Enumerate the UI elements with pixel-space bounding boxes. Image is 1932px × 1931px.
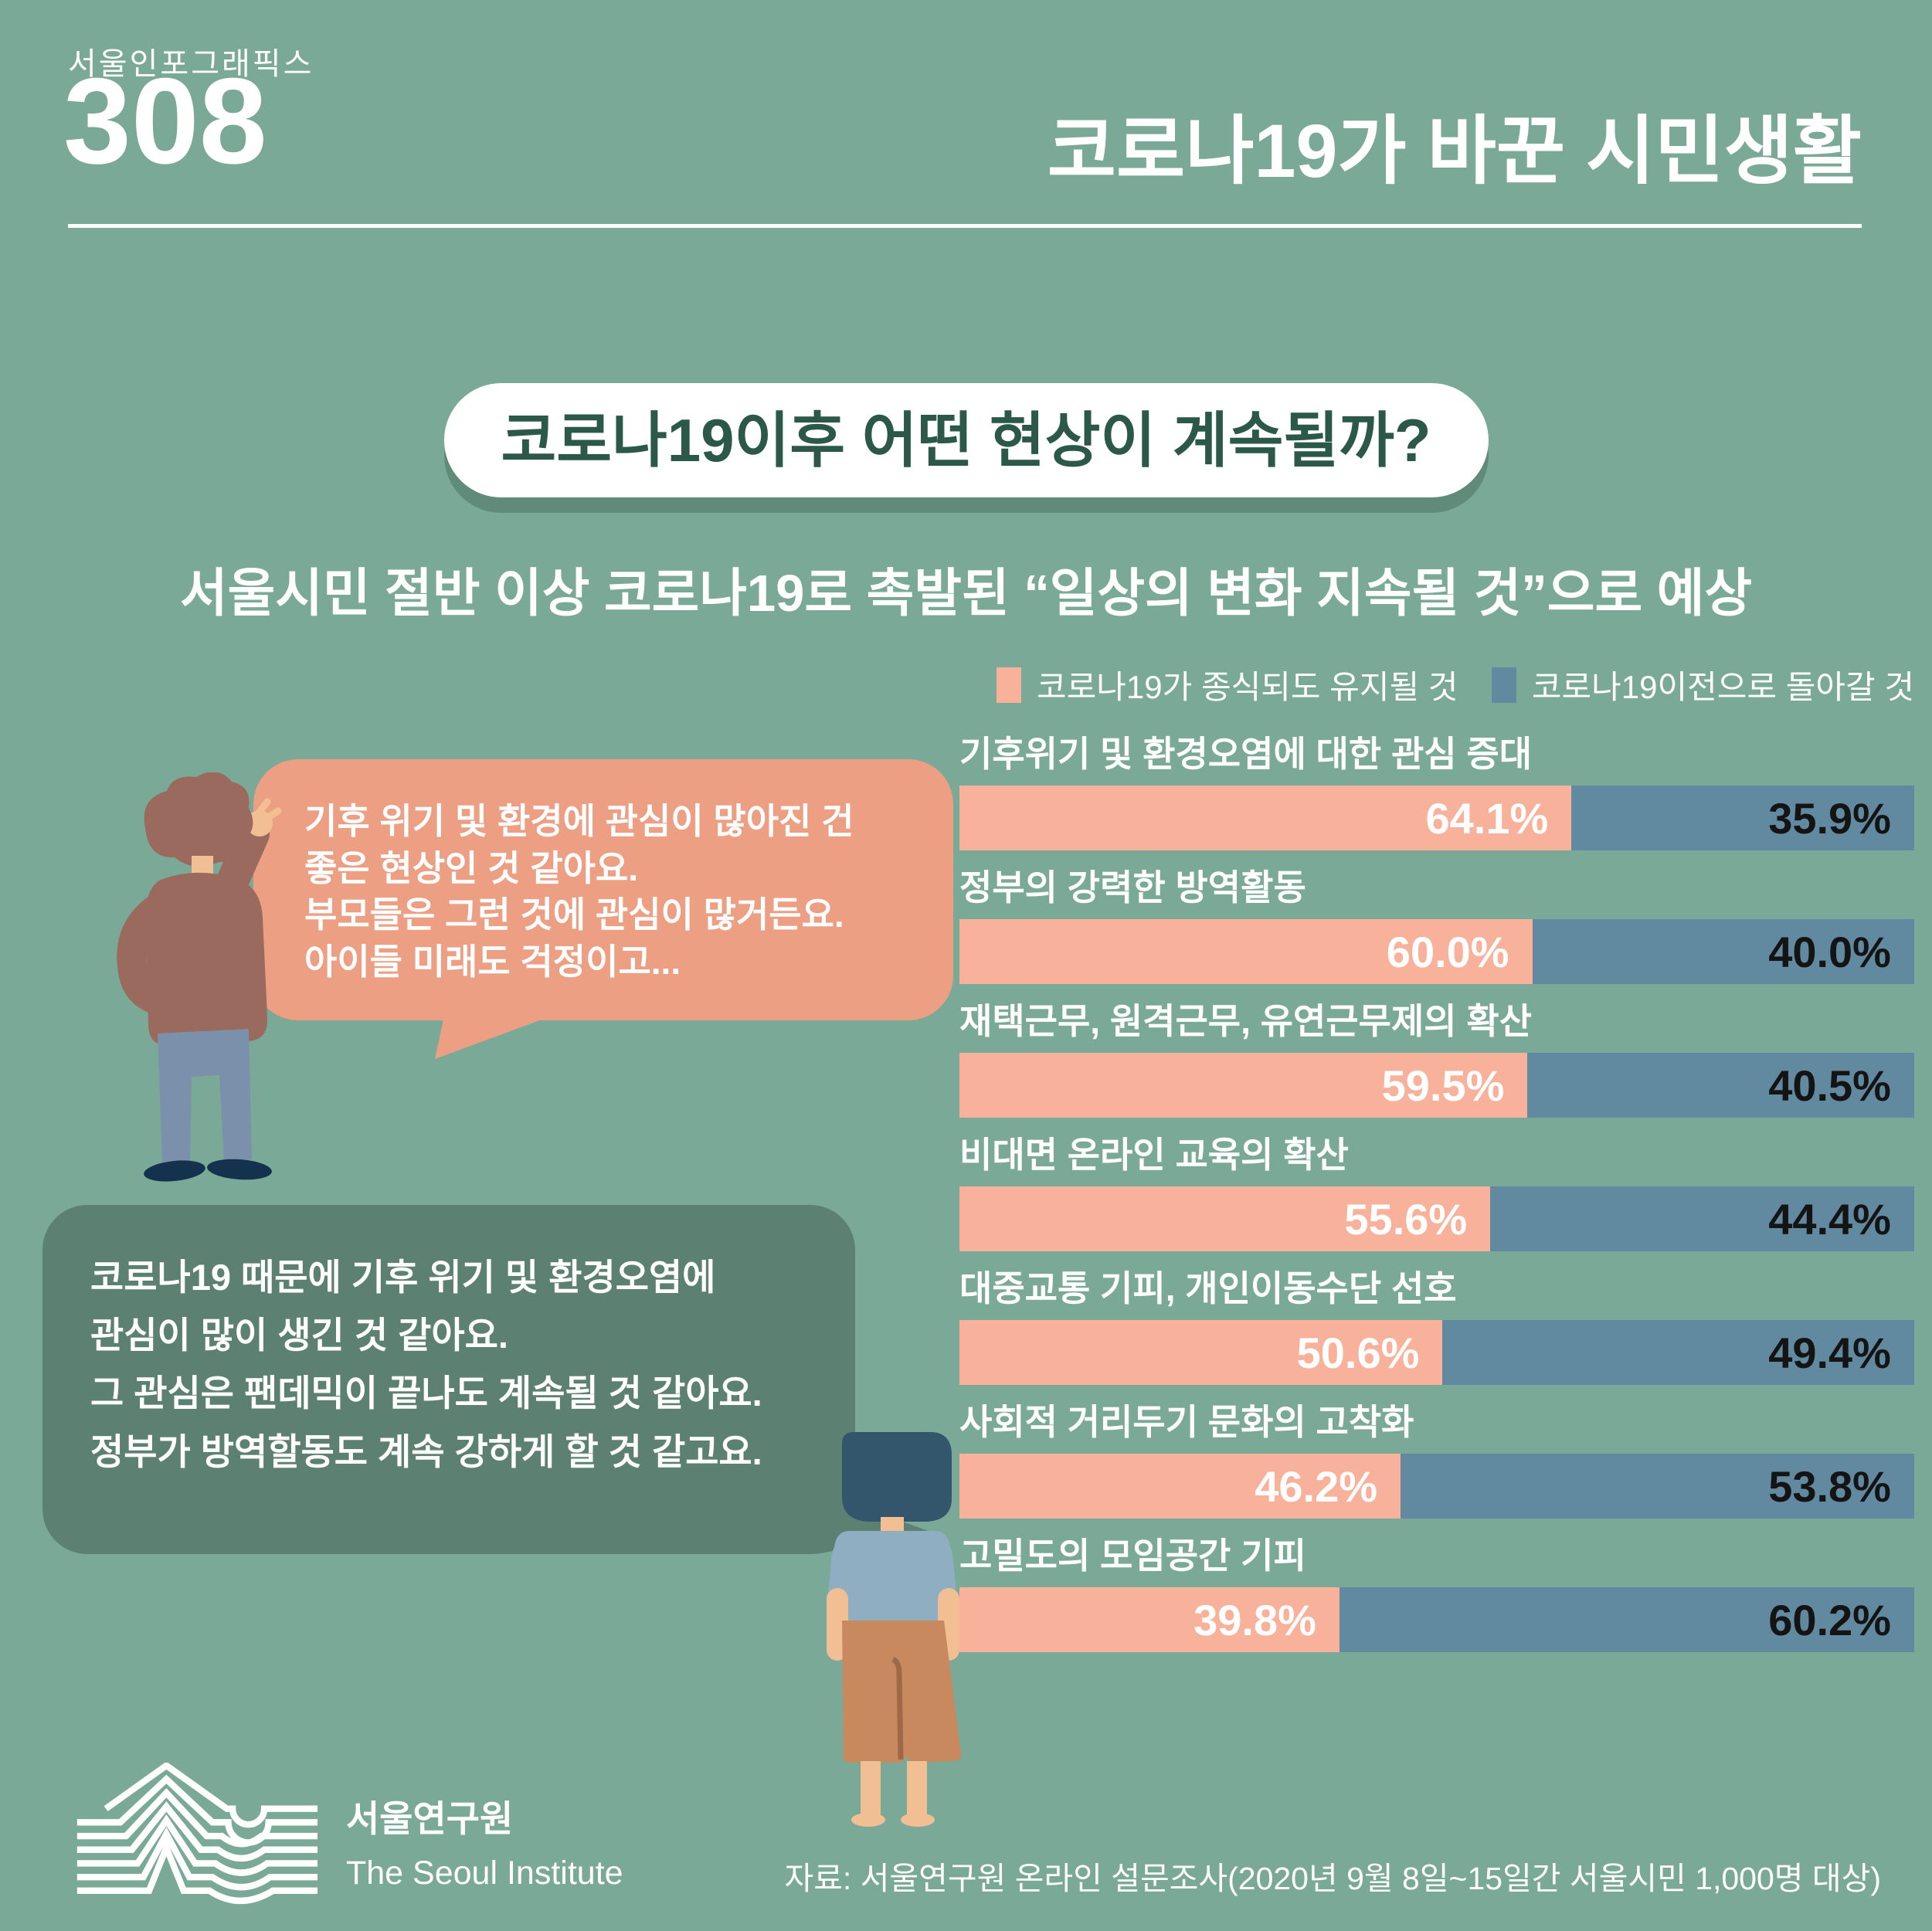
bar-category-label: 비대면 온라인 교육의 확산 — [959, 1135, 1349, 1175]
bar-value-keep: 46.2% — [1255, 1461, 1378, 1511]
bar-segment-return: 49.4% — [1442, 1320, 1914, 1385]
legend-label-keep: 코로나19가 종식되도 유지될 것 — [1037, 669, 1458, 705]
bubble-line: 아이들 미래도 걱정이고... — [304, 942, 681, 982]
logo-english: The Seoul Institute — [346, 1855, 623, 1892]
chart-row: 정부의 강력한 방역활동 60.0% 40.0% — [959, 867, 1914, 984]
chart-row: 사회적 거리두기 문화의 고착화 46.2% 53.8% — [959, 1402, 1914, 1519]
bar-value-return: 44.4% — [1768, 1194, 1891, 1244]
speech-bubble-tail-icon — [817, 1491, 932, 1554]
legend-item-keep: 코로나19가 종식되도 유지될 것 — [997, 661, 1458, 708]
series-label: 서울인포그래픽스 — [68, 47, 314, 81]
bar-value-return: 49.4% — [1768, 1328, 1891, 1377]
bar-value-return: 53.8% — [1768, 1461, 1891, 1511]
page-title: 코로나19가 바꾼 시민생활 — [1047, 109, 1862, 193]
bar-category-label: 사회적 거리두기 문화의 고착화 — [959, 1402, 1414, 1442]
legend-label-return: 코로나19이전으로 돌아갈 것 — [1531, 669, 1914, 705]
stacked-bar: 64.1% 35.9% — [959, 786, 1914, 850]
stacked-bar-chart: 기후위기 및 환경오염에 대한 관심 증대 64.1% 35.9% 정부의 강력… — [959, 734, 1914, 1669]
speech-bubble-tail-icon — [435, 1016, 552, 1059]
bar-value-keep: 55.6% — [1344, 1194, 1468, 1244]
bar-segment-keep: 46.2% — [959, 1454, 1401, 1519]
bar-value-return: 40.5% — [1768, 1061, 1891, 1110]
bubble-line: 부모들은 그런 것에 관심이 많거든요. — [304, 894, 844, 935]
bar-category-label: 대중교통 기피, 개인이동수단 선호 — [959, 1268, 1457, 1308]
bubble-line: 좋은 현상인 것 같아요. — [304, 847, 639, 888]
bar-value-keep: 59.5% — [1381, 1061, 1505, 1110]
chart-row: 기후위기 및 환경오염에 대한 관심 증대 64.1% 35.9% — [959, 734, 1914, 850]
bubble-line: 관심이 많이 생긴 것 같아요. — [90, 1315, 508, 1356]
bar-value-keep: 39.8% — [1193, 1595, 1316, 1644]
bar-category-label: 기후위기 및 환경오염에 대한 관심 증대 — [959, 734, 1533, 774]
legend-swatch-keep-icon — [997, 667, 1021, 703]
bar-segment-keep: 55.6% — [959, 1186, 1491, 1251]
stacked-bar: 60.0% 40.0% — [959, 919, 1914, 984]
chart-row: 대중교통 기피, 개인이동수단 선호 50.6% 49.4% — [959, 1268, 1914, 1385]
bar-segment-keep: 59.5% — [959, 1053, 1528, 1118]
issue-number: 308 — [63, 53, 267, 189]
chart-row: 비대면 온라인 교육의 확산 55.6% 44.4% — [959, 1135, 1914, 1251]
bar-category-label: 재택근무, 원격근무, 유연근무제의 확산 — [959, 1001, 1533, 1041]
bar-value-keep: 50.6% — [1296, 1328, 1420, 1377]
bar-value-return: 60.2% — [1768, 1595, 1891, 1644]
bubble-line: 그 관심은 팬데믹이 끝나도 계속될 것 같아요. — [90, 1373, 762, 1414]
bar-value-return: 35.9% — [1768, 793, 1891, 843]
bar-segment-return: 35.9% — [1571, 786, 1914, 850]
chart-row: 고밀도의 모임공간 기피 39.8% 60.2% — [959, 1536, 1914, 1652]
bar-segment-keep: 39.8% — [959, 1587, 1339, 1652]
stacked-bar: 50.6% 49.4% — [959, 1320, 1914, 1385]
bar-category-label: 고밀도의 모임공간 기피 — [959, 1536, 1306, 1576]
source-note: 자료: 서울연구원 온라인 설문조사(2020년 9월 8일~15일간 서울시민… — [784, 1861, 1881, 1896]
bar-segment-return: 40.0% — [1532, 919, 1914, 984]
legend-swatch-return-icon — [1491, 667, 1516, 703]
legend-item-return: 코로나19이전으로 돌아갈 것 — [1491, 661, 1914, 708]
bar-segment-return: 40.5% — [1527, 1053, 1914, 1118]
stacked-bar: 46.2% 53.8% — [959, 1454, 1914, 1519]
bar-segment-keep: 50.6% — [959, 1320, 1443, 1385]
bar-segment-return: 53.8% — [1401, 1454, 1914, 1519]
speech-bubble-pandemic: 코로나19 때문에 기후 위기 및 환경오염에 관심이 많이 생긴 것 같아요.… — [42, 1205, 932, 1554]
bubble-line: 기후 위기 및 환경에 관심이 많아진 건 — [304, 801, 854, 841]
header-divider — [68, 224, 1862, 228]
stacked-bar: 39.8% 60.2% — [959, 1587, 1914, 1652]
speech-bubble-climate: 기후 위기 및 환경에 관심이 많아진 건 좋은 현상인 것 같아요. 부모들은… — [253, 759, 953, 1059]
bar-value-keep: 64.1% — [1425, 793, 1549, 843]
question-banner: 코로나19이후 어떤 현상이 계속될까? — [443, 383, 1489, 497]
chart-legend: 코로나19가 종식되도 유지될 것 코로나19이전으로 돌아갈 것 — [997, 661, 1914, 708]
bar-segment-return: 44.4% — [1490, 1186, 1914, 1251]
bar-category-label: 정부의 강력한 방역활동 — [959, 867, 1306, 908]
bar-segment-keep: 64.1% — [959, 786, 1572, 850]
bubble-line: 정부가 방역할동도 계속 강하게 할 것 같고요. — [90, 1430, 762, 1472]
bar-segment-keep: 60.0% — [959, 919, 1533, 984]
bar-value-return: 40.0% — [1768, 927, 1891, 976]
logo-korean: 서울연구원 — [346, 1798, 514, 1839]
bar-value-keep: 60.0% — [1386, 927, 1509, 976]
bar-segment-return: 60.2% — [1339, 1587, 1914, 1652]
logo-text: 서울연구원 The Seoul Institute — [346, 1789, 623, 1892]
key-finding-subtitle: 서울시민 절반 이상 코로나19로 촉발된 “일상의 변화 지속될 것”으로 예… — [180, 565, 1752, 623]
seoul-institute-logo-icon — [76, 1763, 318, 1905]
stacked-bar: 55.6% 44.4% — [959, 1186, 1914, 1251]
stacked-bar: 59.5% 40.5% — [959, 1053, 1914, 1118]
chart-row: 재택근무, 원격근무, 유연근무제의 확산 59.5% 40.5% — [959, 1001, 1914, 1118]
bubble-line: 코로나19 때문에 기후 위기 및 환경오염에 — [90, 1257, 716, 1298]
